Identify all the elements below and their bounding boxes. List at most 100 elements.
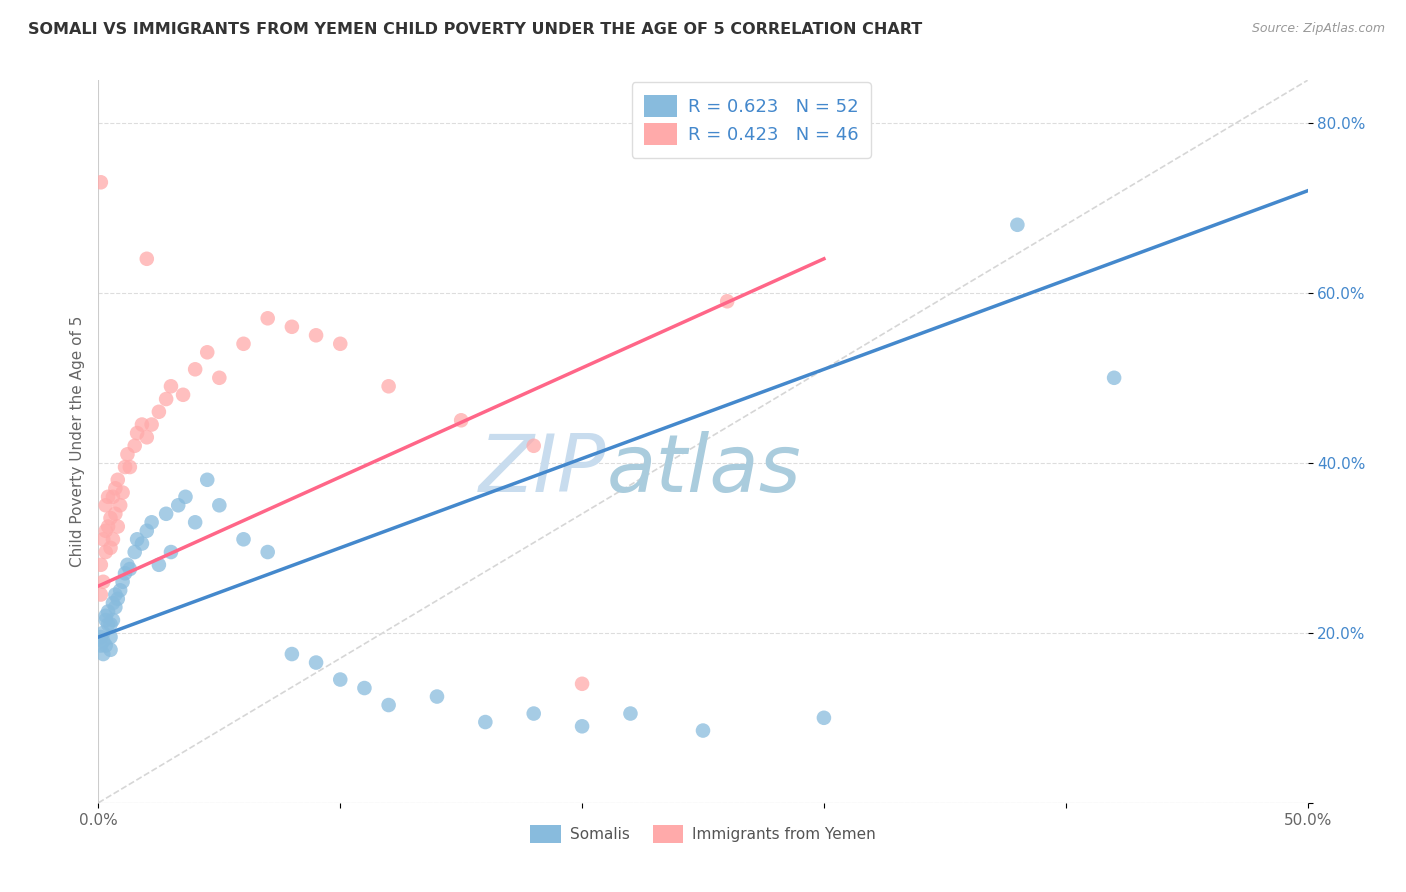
Point (94, 639, 117, 653)
Point (426, 690, 449, 704)
Point (148, 405, 170, 419)
Point (94, 545, 117, 559)
Point (523, 706, 546, 721)
Point (107, 519, 129, 533)
Point (619, 706, 641, 721)
Point (135, 252, 157, 266)
Y-axis label: Child Poverty Under the Age of 5: Child Poverty Under the Age of 5 (69, 316, 84, 567)
Point (97, 605, 120, 619)
Point (131, 417, 153, 432)
Point (104, 481, 127, 495)
Legend: Somalis, Immigrants from Yemen: Somalis, Immigrants from Yemen (524, 819, 882, 849)
Point (155, 507, 177, 521)
Point (108, 498, 131, 512)
Point (111, 574, 134, 589)
Point (716, 294, 738, 309)
Point (281, 319, 304, 334)
Point (124, 439, 146, 453)
Point (111, 485, 134, 500)
Point (167, 498, 190, 512)
Point (101, 596, 124, 610)
Text: ZIP: ZIP (479, 432, 606, 509)
Point (127, 425, 149, 440)
Point (100, 617, 122, 632)
Point (141, 516, 163, 530)
Point (232, 336, 254, 351)
Point (94, 524, 117, 538)
Point (94, 608, 117, 623)
Point (94, 498, 117, 512)
Point (195, 473, 218, 487)
Point (256, 311, 278, 326)
Point (91, 634, 114, 648)
Point (571, 719, 593, 733)
Text: Source: ZipAtlas.com: Source: ZipAtlas.com (1251, 22, 1385, 36)
Point (117, 447, 139, 461)
Point (90, 175, 112, 189)
Point (100, 642, 122, 657)
Point (100, 541, 122, 555)
Point (107, 473, 129, 487)
Point (91, 625, 114, 640)
Point (114, 460, 136, 475)
Text: atlas: atlas (606, 432, 801, 509)
Point (97, 490, 120, 504)
Point (305, 328, 328, 343)
Point (329, 336, 352, 351)
Point (90, 558, 112, 572)
Point (692, 723, 714, 738)
Point (377, 698, 399, 712)
Point (1007, 218, 1029, 232)
Point (813, 711, 835, 725)
Point (100, 511, 122, 525)
Point (523, 439, 546, 453)
Point (160, 545, 183, 559)
Point (155, 392, 177, 406)
Point (148, 558, 170, 572)
Point (135, 524, 157, 538)
Point (329, 673, 352, 687)
Point (450, 413, 472, 427)
Point (97, 617, 120, 632)
Point (101, 533, 124, 547)
Point (127, 533, 149, 547)
Point (305, 656, 328, 670)
Point (118, 460, 141, 475)
Point (160, 379, 183, 393)
Point (135, 430, 157, 444)
Point (107, 591, 129, 606)
Point (90, 639, 112, 653)
Point (571, 677, 593, 691)
Point (131, 536, 153, 550)
Point (91, 647, 114, 661)
Point (141, 417, 163, 432)
Point (256, 545, 278, 559)
Point (91, 574, 114, 589)
Point (104, 600, 127, 615)
Point (104, 507, 127, 521)
Point (208, 371, 231, 385)
Point (104, 588, 127, 602)
Point (232, 533, 254, 547)
Point (108, 583, 131, 598)
Point (94, 613, 117, 627)
Point (90, 630, 112, 644)
Point (184, 516, 207, 530)
Point (90, 588, 112, 602)
Point (118, 562, 141, 576)
Point (353, 681, 375, 695)
Point (172, 388, 194, 402)
Point (184, 362, 207, 376)
Point (100, 630, 122, 644)
Point (474, 714, 496, 729)
Text: SOMALI VS IMMIGRANTS FROM YEMEN CHILD POVERTY UNDER THE AGE OF 5 CORRELATION CHA: SOMALI VS IMMIGRANTS FROM YEMEN CHILD PO… (28, 22, 922, 37)
Point (114, 566, 136, 581)
Point (281, 647, 304, 661)
Point (101, 613, 124, 627)
Point (1102, 371, 1125, 385)
Point (377, 379, 399, 393)
Point (124, 545, 146, 559)
Point (101, 490, 124, 504)
Point (91, 533, 114, 547)
Point (97, 519, 120, 533)
